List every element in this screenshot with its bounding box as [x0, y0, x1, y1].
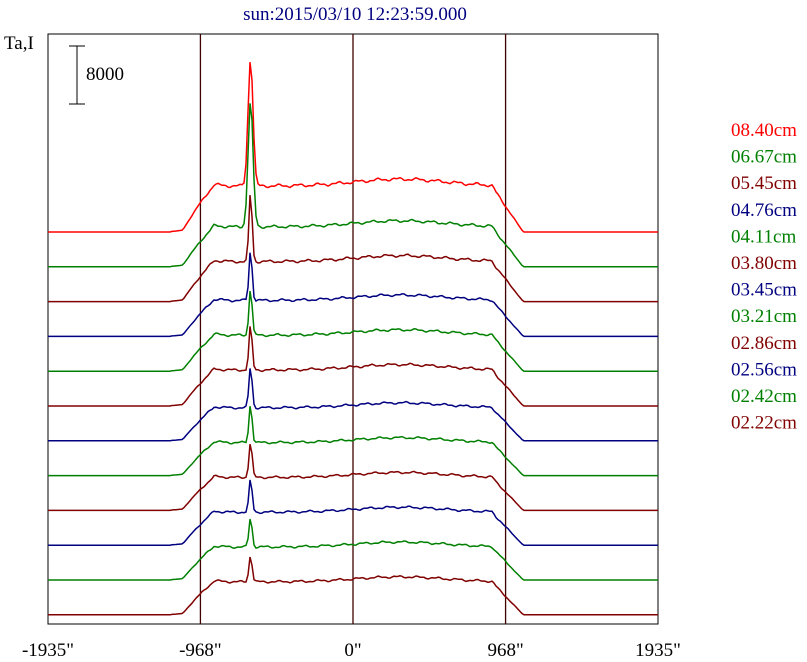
series-group — [48, 62, 658, 616]
x-tick-label-4: 1935" — [635, 640, 681, 661]
legend-entry-11: 02.22cm — [731, 413, 797, 434]
series-line-6 — [48, 368, 658, 442]
x-tick-label-2: 0" — [344, 640, 361, 661]
legend-entry-1: 06.67cm — [731, 147, 797, 168]
x-tick-label-3: 968" — [487, 640, 523, 661]
series-line-4 — [48, 290, 658, 372]
legend-entry-6: 03.45cm — [731, 280, 797, 301]
reference-lines — [199, 34, 507, 624]
series-line-0 — [48, 62, 658, 233]
scale-bar: 8000 — [69, 45, 124, 105]
series-line-11 — [48, 556, 658, 616]
series-line-1 — [48, 103, 658, 268]
x-axis-ticks: -1935" -968" 0" 968" 1935" — [22, 640, 681, 661]
series-line-2 — [48, 195, 658, 303]
series-line-10 — [48, 518, 658, 581]
legend-entry-8: 02.86cm — [731, 333, 797, 354]
legend-entry-3: 04.76cm — [731, 200, 797, 221]
series-line-9 — [48, 479, 658, 546]
legend-entry-7: 03.21cm — [731, 306, 797, 327]
y-axis-label: Ta,I — [4, 33, 34, 54]
chart-title: sun:2015/03/10 12:23:59.000 — [243, 4, 467, 25]
legend-entry-2: 05.45cm — [731, 173, 797, 194]
legend-entry-9: 02.56cm — [731, 359, 797, 380]
series-line-5 — [48, 326, 658, 407]
legend-entry-10: 02.42cm — [731, 386, 797, 407]
legend-entry-0: 08.40cm — [731, 120, 797, 141]
scale-bar-label: 8000 — [86, 64, 124, 85]
series-line-3 — [48, 252, 658, 338]
series-line-8 — [48, 444, 658, 512]
series-line-7 — [48, 406, 658, 477]
x-tick-label-1: -968" — [179, 640, 222, 661]
legend-entry-5: 03.80cm — [731, 253, 797, 274]
legend-entry-4: 04.11cm — [731, 226, 796, 247]
x-tick-label-0: -1935" — [22, 640, 74, 661]
legend: 08.40cm 06.67cm 05.45cm 04.76cm 04.11cm 03.80… — [731, 120, 797, 434]
